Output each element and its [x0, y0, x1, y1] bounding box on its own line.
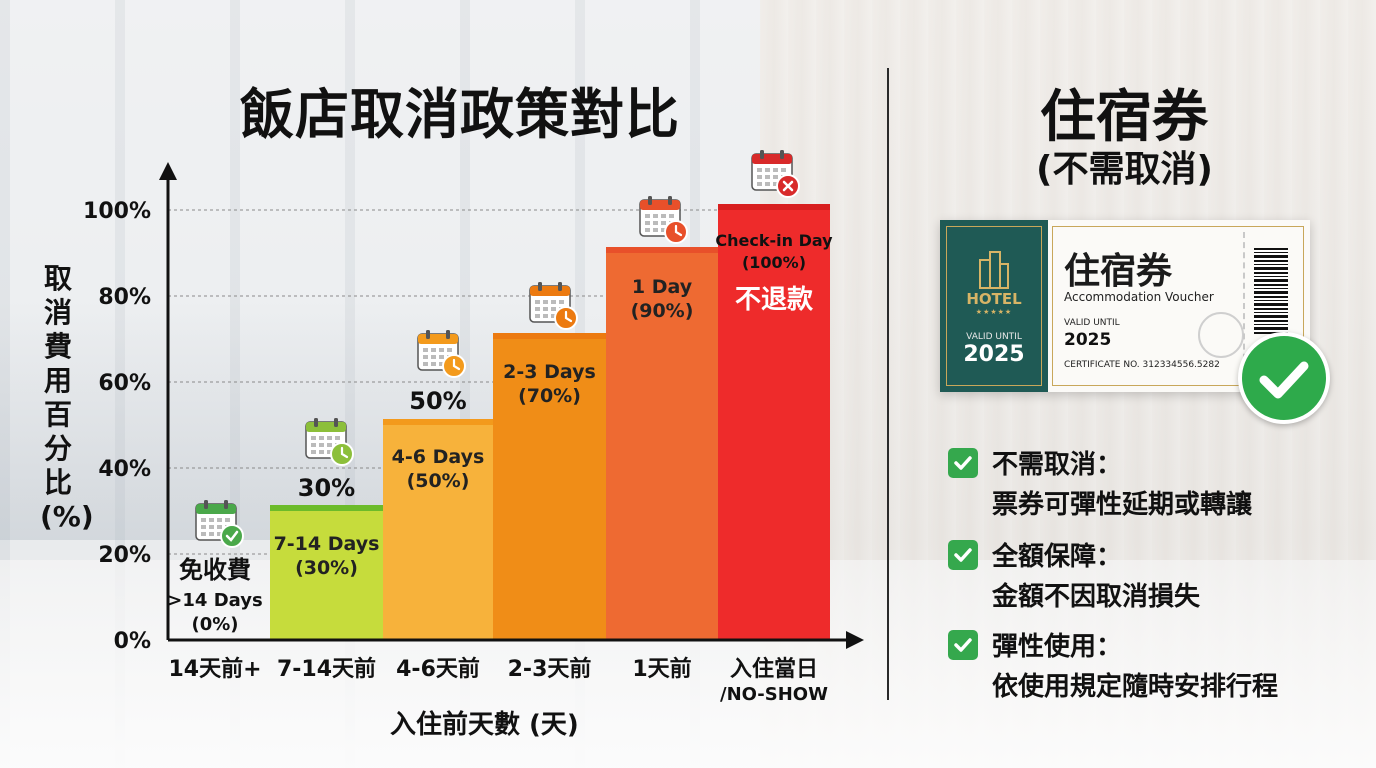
y-tick-label: 60% [98, 371, 151, 396]
bar-top [383, 419, 493, 425]
calendar-clock-icon [529, 282, 578, 330]
divider [887, 68, 889, 700]
voucher-stub-border [946, 226, 1042, 386]
feature-desc: 票券可彈性延期或轉讓 [992, 490, 1253, 520]
y-tick-label: 0% [114, 629, 151, 654]
calendar-check-icon [195, 500, 244, 548]
calendar-clock-icon [639, 196, 688, 244]
voucher-body-border [1052, 226, 1304, 386]
bar [493, 339, 606, 640]
y-tick-label: 100% [83, 199, 151, 224]
x-tick-label: 入住當日 [730, 656, 818, 682]
bar-top [718, 204, 830, 210]
bar-label: (70%) [518, 385, 581, 407]
barcode-icon [1254, 248, 1288, 334]
bar-label: (0%) [191, 614, 238, 635]
bar-label: 7-14 Days [274, 533, 380, 555]
voucher-body: 住宿券 Accommodation Voucher VALID UNTIL 20… [1048, 220, 1310, 392]
bar-label: (50%) [407, 470, 470, 492]
bar-label: (90%) [631, 300, 694, 322]
x-tick-label: 2-3天前 [508, 656, 592, 682]
bar-label: >14 Days [167, 590, 262, 611]
bar-label: 1 Day [632, 276, 693, 298]
bar [718, 210, 830, 640]
bar-top [270, 505, 383, 511]
y-tick-label: 80% [98, 285, 151, 310]
feature-desc: 金額不因取消損失 [992, 582, 1201, 612]
voucher-english: Accommodation Voucher [1064, 290, 1214, 304]
feature-desc: 依使用規定隨時安排行程 [992, 672, 1279, 702]
feature-head: 全額保障： [992, 542, 1123, 572]
x-tick-label: 7-14天前 [277, 656, 376, 682]
y-tick-label: 20% [98, 543, 151, 568]
voucher-perforation [1243, 232, 1245, 380]
x-tick-label: 1天前 [632, 656, 691, 682]
calendar-clock-icon [305, 418, 354, 466]
calendar-x-icon [751, 150, 800, 198]
feature-head: 不需取消： [992, 450, 1123, 480]
big-check-icon [1238, 332, 1330, 424]
x-tick-label: 14天前+ [168, 656, 261, 682]
calendar-clock-icon [417, 330, 466, 378]
bar-label: (100%) [742, 253, 806, 272]
bar-top [606, 247, 718, 253]
chart-title: 飯店取消政策對比 [240, 83, 680, 146]
bar [270, 511, 383, 640]
voucher-name: 住宿券 [1064, 251, 1173, 292]
bar-label: 2-3 Days [503, 361, 596, 383]
bar-label: 不退款 [735, 285, 814, 315]
voucher-subtitle: (不需取消) [1036, 149, 1213, 190]
voucher-title: 住宿券 [1040, 85, 1208, 150]
x-axis-arrow [846, 631, 864, 649]
voucher-card: HOTEL ★★★★★ VALID UNTIL 2025 住宿券 Accommo… [940, 220, 1310, 392]
voucher-valid-label-left: VALID UNTIL [966, 332, 1022, 342]
bar-value-label: 50% [409, 387, 466, 415]
cancellation-chart: 0% 20% 40% 60% 80% 100% 14天前+ 7-14天前 4-6天前 2-3天前 1… [83, 150, 864, 705]
bar-label: 免收費 [179, 556, 251, 584]
bar-label: 4-6 Days [392, 446, 485, 468]
voucher-hotel-label: HOTEL ★★★★★ [966, 290, 1022, 316]
bar-value-label: 30% [298, 474, 355, 502]
voucher-certificate: CERTIFICATE NO. 312334556.5282 [1064, 360, 1220, 370]
x-tick-sublabel: /NO-SHOW [720, 684, 828, 705]
bar [383, 425, 493, 640]
voucher-valid-label-right: VALID UNTIL [1064, 318, 1120, 328]
x-tick-label: 4-6天前 [396, 656, 480, 682]
voucher-year-left: 2025 [963, 342, 1025, 367]
voucher-year-right: 2025 [1064, 330, 1112, 350]
voucher-stub: HOTEL ★★★★★ VALID UNTIL 2025 [940, 220, 1048, 392]
y-axis-arrow [159, 162, 177, 180]
check-icon [948, 540, 978, 570]
check-icon [948, 630, 978, 660]
hotel-building-icon [979, 251, 1009, 289]
y-tick-label: 40% [98, 457, 151, 482]
voucher-stamp-icon [1198, 312, 1244, 358]
check-icon [948, 448, 978, 478]
x-axis-label: 入住前天數 (天) [390, 710, 579, 740]
feature-head: 彈性使用： [992, 632, 1123, 662]
bar-label: Check-in Day [715, 231, 833, 250]
bar-label: (30%) [295, 557, 358, 579]
bar [606, 253, 718, 640]
bar-top [493, 333, 606, 339]
